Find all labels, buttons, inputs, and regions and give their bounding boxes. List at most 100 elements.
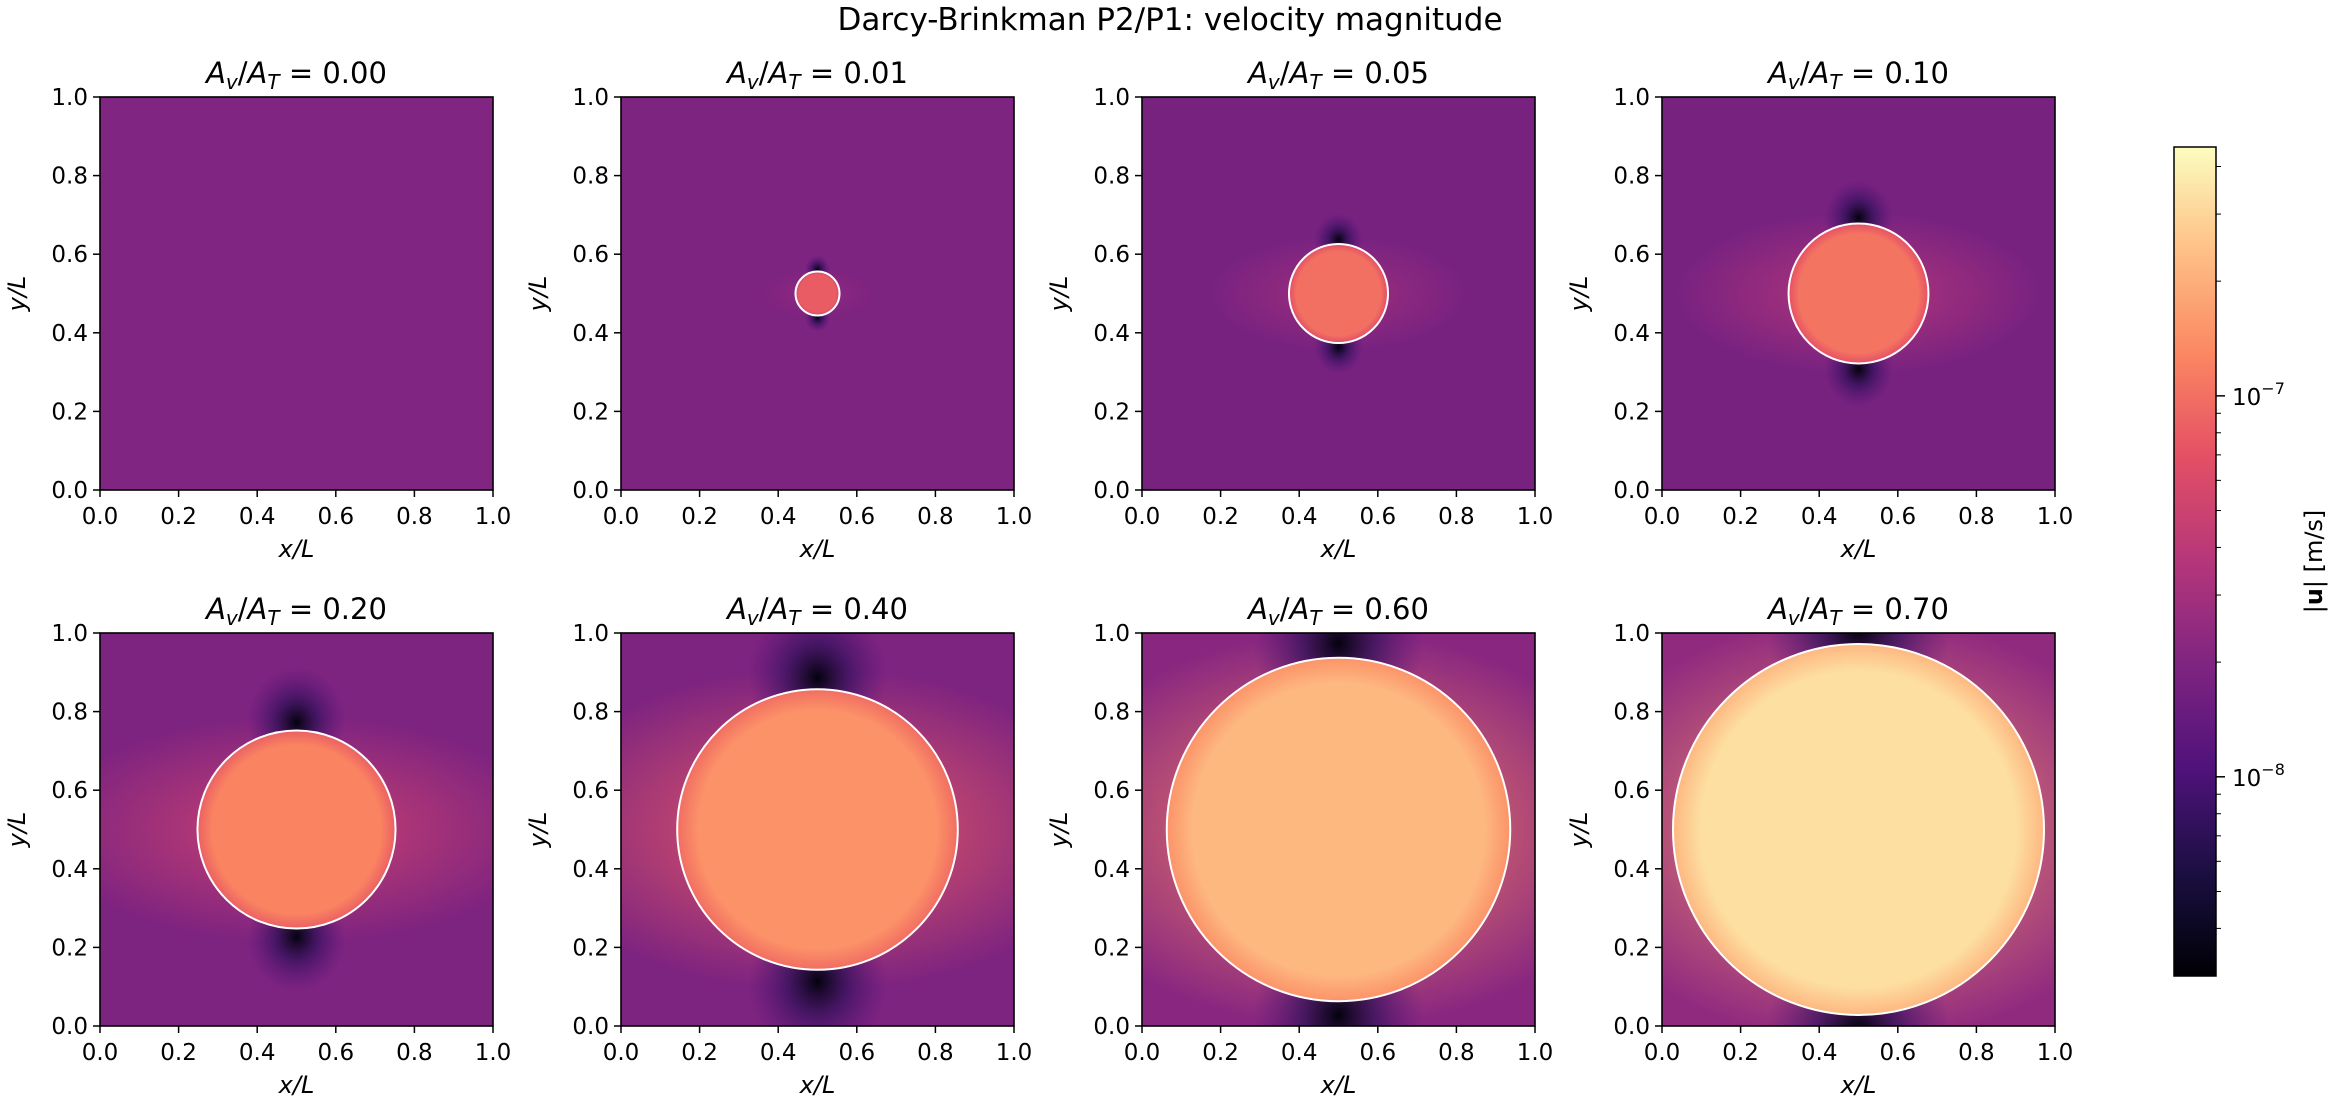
y-tick-label: 0.4: [51, 857, 88, 883]
panel-title: Av/AT = 0.40: [725, 592, 908, 630]
y-tick-label: 0.0: [1613, 1014, 1650, 1040]
y-tick-label: 1.0: [572, 85, 609, 111]
y-tick-label: 0.8: [51, 700, 88, 726]
inclusion-boundary: [676, 688, 959, 971]
panel: 0.00.0 0.2 0.2 0.4 0.4 0.6 0.6 0.8 0.8 1.0 1.0 x/L y…: [1565, 56, 2073, 563]
x-tick-label: 0.0: [82, 504, 119, 530]
y-tick-label: 0.4: [1093, 857, 1130, 883]
y-tick-label: 0.2: [572, 935, 609, 961]
panel-title: Av/AT = 0.01: [725, 56, 908, 94]
y-tick-label: 0.2: [1093, 399, 1130, 425]
panel-title: Av/AT = 0.10: [1766, 56, 1949, 94]
x-tick-label: 0.0: [1124, 504, 1161, 530]
x-tick-label: 0.0: [1644, 504, 1681, 530]
y-tick-label: 0.0: [51, 478, 88, 504]
y-tick-label: 0.6: [51, 242, 88, 268]
y-tick-label: 1.0: [1093, 621, 1130, 647]
x-tick-label: 0.2: [1202, 1040, 1239, 1066]
y-tick-label: 0.4: [1613, 321, 1650, 347]
x-tick-label: 0.8: [917, 504, 954, 530]
y-tick-label: 0.4: [572, 321, 609, 347]
y-tick-label: 0.0: [572, 1014, 609, 1040]
y-tick-label: 0.6: [1613, 242, 1650, 268]
y-tick-label: 0.8: [1093, 700, 1130, 726]
x-tick-label: 0.2: [681, 1040, 718, 1066]
x-tick-label: 0.8: [917, 1040, 954, 1066]
x-tick-label: 0.8: [1438, 504, 1475, 530]
inclusion-boundary: [1672, 643, 2045, 1016]
x-tick-label: 1.0: [475, 504, 512, 530]
panel: 0.00.0 0.2 0.2 0.4 0.4 0.6 0.6 0.8 0.8 1.0 1.0 x/L y…: [524, 592, 1033, 1099]
x-axis-label: x/L: [1320, 1071, 1357, 1099]
x-tick-label: 0.2: [681, 504, 718, 530]
x-tick-label: 0.4: [1801, 504, 1838, 530]
y-tick-label: 1.0: [51, 621, 88, 647]
x-tick-label: 0.4: [1281, 504, 1318, 530]
x-tick-label: 0.8: [1958, 504, 1995, 530]
inclusion-fill: [197, 730, 396, 929]
y-tick-label: 0.8: [572, 700, 609, 726]
x-tick-label: 0.6: [1360, 504, 1397, 530]
x-tick-label: 1.0: [996, 1040, 1033, 1066]
x-axis-label: x/L: [1840, 535, 1877, 563]
x-tick-label: 0.4: [760, 504, 797, 530]
inclusion-boundary: [1165, 656, 1512, 1003]
x-tick-label: 0.6: [1880, 504, 1917, 530]
x-tick-label: 1.0: [475, 1040, 512, 1066]
y-tick-label: 1.0: [51, 85, 88, 111]
x-tick-label: 1.0: [1517, 504, 1554, 530]
axes-frame: [1141, 632, 1536, 1027]
y-tick-label: 0.8: [1093, 164, 1130, 190]
colorbar-tick-label: 10−7: [2232, 379, 2285, 411]
x-tick-label: 0.0: [82, 1040, 119, 1066]
y-tick-label: 0.0: [1613, 478, 1650, 504]
x-tick-label: 1.0: [2037, 1040, 2074, 1066]
x-tick-label: 0.0: [1644, 1040, 1681, 1066]
axes-frame: [620, 96, 1015, 491]
y-tick-label: 1.0: [1093, 85, 1130, 111]
x-tick-label: 1.0: [996, 504, 1033, 530]
y-tick-label: 0.2: [51, 399, 88, 425]
y-tick-label: 0.6: [51, 778, 88, 804]
colorbar-gradient: [2174, 147, 2216, 976]
axes-frame: [1141, 96, 1536, 491]
x-tick-label: 1.0: [2037, 504, 2074, 530]
x-tick-label: 0.6: [318, 504, 355, 530]
y-tick-label: 1.0: [572, 621, 609, 647]
velocity-field: [621, 633, 1014, 1026]
y-axis-label: y/L: [3, 812, 31, 849]
y-tick-label: 0.4: [51, 321, 88, 347]
y-tick-label: 1.0: [1613, 85, 1650, 111]
y-tick-label: 0.0: [572, 478, 609, 504]
x-tick-label: 0.0: [603, 504, 640, 530]
panel: 0.00.0 0.2 0.2 0.4 0.4 0.6 0.6 0.8 0.8 1.0 1.0 x/L y…: [3, 56, 511, 563]
field-background: [100, 97, 493, 490]
x-tick-label: 0.2: [160, 504, 197, 530]
y-tick-label: 0.6: [572, 778, 609, 804]
panel: 0.00.0 0.2 0.2 0.4 0.4 0.6 0.6 0.8 0.8 1.0 1.0 x/L y…: [1565, 592, 2074, 1099]
y-tick-label: 0.0: [1093, 1014, 1130, 1040]
colorbar: 10−7 10−8 |u| [m/s]: [2173, 146, 2328, 977]
y-axis-label: y/L: [3, 276, 31, 313]
axes-frame: [99, 632, 494, 1027]
x-axis-label: x/L: [1320, 535, 1357, 563]
inclusion-boundary: [196, 729, 397, 930]
axes-frame: [1661, 96, 2056, 491]
x-tick-label: 0.8: [396, 1040, 433, 1066]
y-tick-label: 0.2: [1093, 935, 1130, 961]
x-tick-label: 0.6: [1360, 1040, 1397, 1066]
y-tick-label: 0.6: [572, 242, 609, 268]
y-tick-label: 0.0: [1093, 478, 1130, 504]
y-tick-label: 0.2: [1613, 935, 1650, 961]
velocity-field: [621, 97, 1014, 490]
x-tick-label: 0.2: [1722, 504, 1759, 530]
y-axis-label: y/L: [1045, 276, 1073, 313]
inclusion-fill: [677, 689, 958, 970]
x-tick-label: 0.2: [160, 1040, 197, 1066]
panel-title: Av/AT = 0.05: [1246, 56, 1429, 94]
inclusion-boundary: [1787, 222, 1930, 365]
x-axis-label: x/L: [278, 1071, 315, 1099]
axes-frame: [99, 96, 494, 491]
x-tick-label: 0.8: [396, 504, 433, 530]
inclusion-boundary: [1287, 242, 1390, 345]
